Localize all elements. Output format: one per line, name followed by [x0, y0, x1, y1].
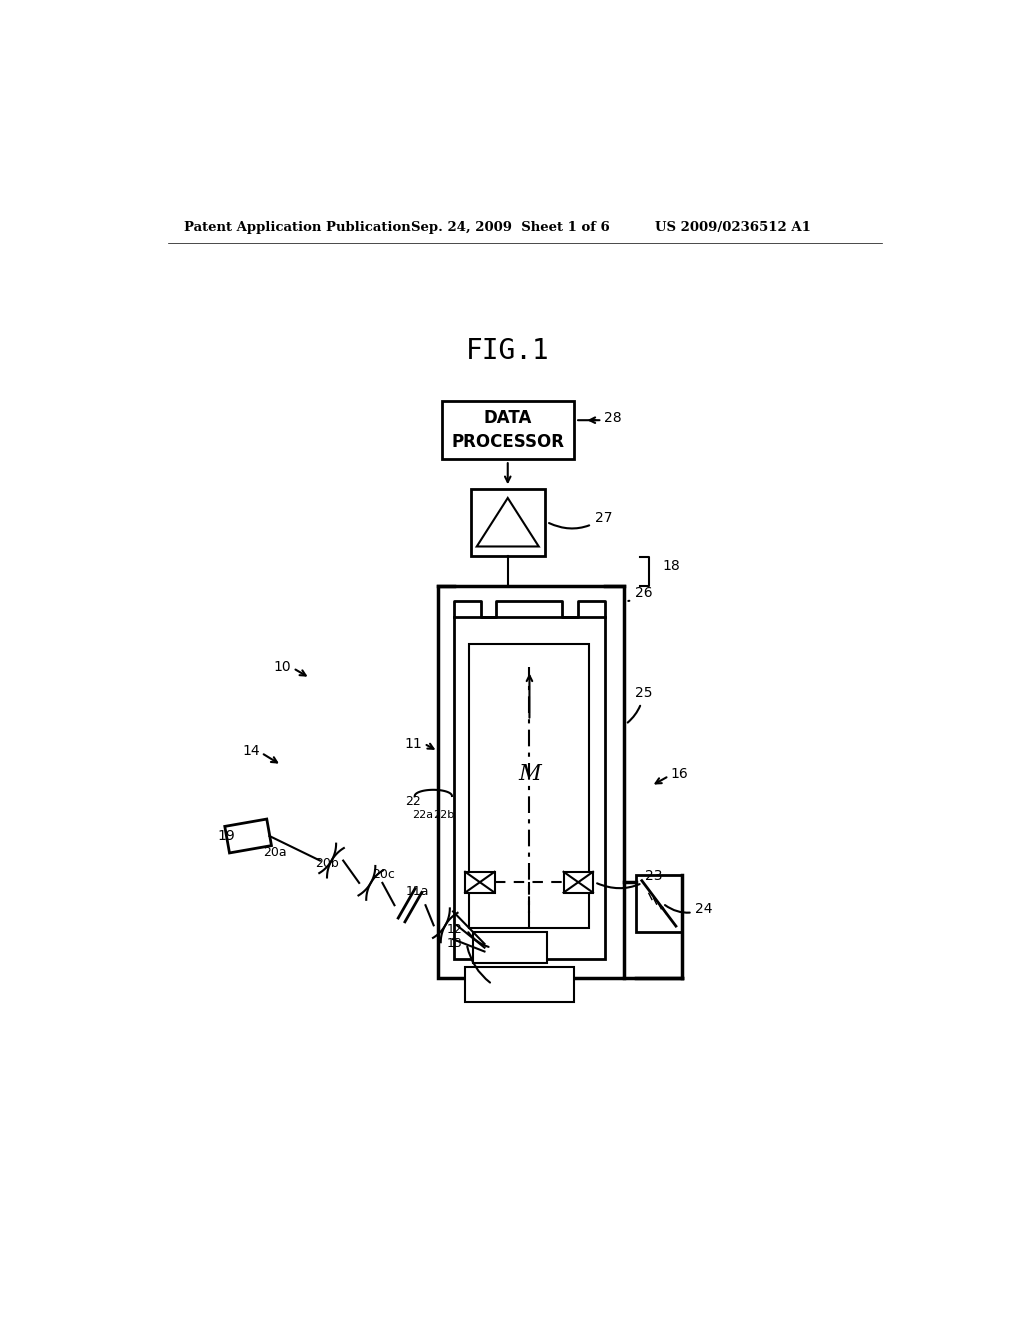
- Text: 26: 26: [629, 586, 652, 601]
- Bar: [636, 874, 682, 932]
- Text: 27: 27: [549, 511, 612, 528]
- Text: 20b: 20b: [315, 857, 339, 870]
- Bar: [473, 932, 547, 964]
- Text: 13: 13: [447, 937, 463, 950]
- Polygon shape: [225, 818, 271, 853]
- Text: 23: 23: [597, 869, 663, 888]
- Text: 18: 18: [663, 560, 681, 573]
- Bar: [465, 871, 495, 892]
- Text: 22b: 22b: [433, 810, 455, 820]
- Text: DATA
PROCESSOR: DATA PROCESSOR: [452, 409, 564, 450]
- Text: 22a: 22a: [412, 810, 433, 820]
- Text: FIG.1: FIG.1: [466, 337, 550, 364]
- Bar: [465, 968, 573, 1002]
- Text: 28: 28: [604, 411, 622, 425]
- Text: M: M: [518, 763, 541, 785]
- Bar: [454, 616, 604, 960]
- Text: 20c: 20c: [373, 869, 395, 880]
- Text: 20a: 20a: [263, 846, 287, 859]
- Text: US 2009/0236512 A1: US 2009/0236512 A1: [655, 222, 811, 234]
- Text: Sep. 24, 2009  Sheet 1 of 6: Sep. 24, 2009 Sheet 1 of 6: [411, 222, 609, 234]
- Text: 12: 12: [447, 924, 463, 936]
- Text: 24: 24: [665, 902, 713, 916]
- Bar: [469, 644, 589, 928]
- Text: 19: 19: [217, 829, 236, 843]
- Bar: [471, 488, 545, 556]
- Text: 11a: 11a: [406, 884, 429, 898]
- Text: 14: 14: [242, 744, 260, 758]
- Text: 11: 11: [404, 737, 423, 751]
- Text: Patent Application Publication: Patent Application Publication: [183, 222, 411, 234]
- Text: 25: 25: [628, 686, 652, 722]
- Polygon shape: [477, 498, 539, 546]
- Text: 10: 10: [273, 660, 291, 673]
- Text: 22: 22: [406, 795, 421, 808]
- Text: 16: 16: [671, 767, 688, 781]
- Bar: [438, 586, 624, 978]
- Bar: [442, 401, 573, 459]
- Bar: [563, 871, 593, 892]
